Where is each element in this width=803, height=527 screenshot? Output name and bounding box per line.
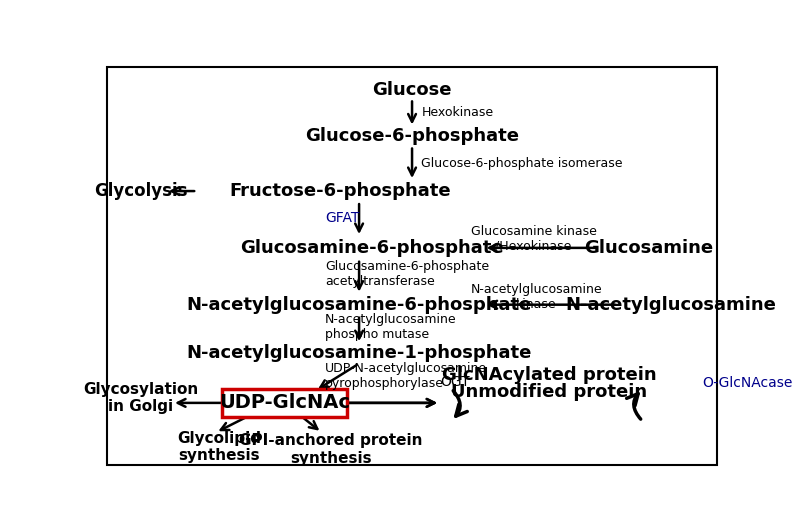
Text: Glucose: Glucose	[372, 81, 451, 99]
FancyBboxPatch shape	[222, 389, 346, 417]
Text: Glucose-6-phosphate: Glucose-6-phosphate	[304, 128, 519, 145]
Text: OGT: OGT	[439, 375, 469, 389]
Text: Glucosamine-6-phosphate
acetyltransferase: Glucosamine-6-phosphate acetyltransferas…	[324, 260, 488, 288]
Text: Glucosamine: Glucosamine	[584, 239, 712, 257]
Text: N-acetylglucosamine
kinase: N-acetylglucosamine kinase	[471, 282, 601, 310]
Text: GFAT: GFAT	[324, 211, 359, 225]
Text: Unmodified protein: Unmodified protein	[450, 383, 646, 401]
Text: Hexokinase: Hexokinase	[421, 106, 493, 119]
Text: Glucose-6-phosphate isomerase: Glucose-6-phosphate isomerase	[421, 157, 622, 170]
Text: UDP-N-acetylglucosamine
pyrophosphorylase: UDP-N-acetylglucosamine pyrophosphorylas…	[324, 362, 487, 389]
Text: GlcNAcylated protein: GlcNAcylated protein	[442, 366, 655, 384]
Text: Glucosamine kinase
/Hexokinase: Glucosamine kinase /Hexokinase	[470, 225, 596, 252]
Text: Glycolysis: Glycolysis	[94, 182, 188, 200]
Text: GPI-anchored protein
synthesis: GPI-anchored protein synthesis	[239, 433, 422, 466]
Text: Glycosylation
in Golgi: Glycosylation in Golgi	[84, 382, 198, 414]
Text: N-acetylglucosamine: N-acetylglucosamine	[565, 296, 775, 314]
Text: Fructose-6-phosphate: Fructose-6-phosphate	[230, 182, 450, 200]
Text: UDP-GlcNAc: UDP-GlcNAc	[218, 393, 349, 413]
Text: N-acetylglucosamine-1-phosphate: N-acetylglucosamine-1-phosphate	[186, 344, 531, 363]
Text: Glycolipid
synthesis: Glycolipid synthesis	[177, 431, 260, 463]
Text: Glucosamine-6-phosphate: Glucosamine-6-phosphate	[239, 239, 503, 257]
Text: N-acetylglucosamine-6-phosphate: N-acetylglucosamine-6-phosphate	[186, 296, 531, 314]
Text: O-GlcNAcase: O-GlcNAcase	[701, 376, 791, 391]
Text: N-acetylglucosamine
phospho mutase: N-acetylglucosamine phospho mutase	[324, 314, 456, 341]
